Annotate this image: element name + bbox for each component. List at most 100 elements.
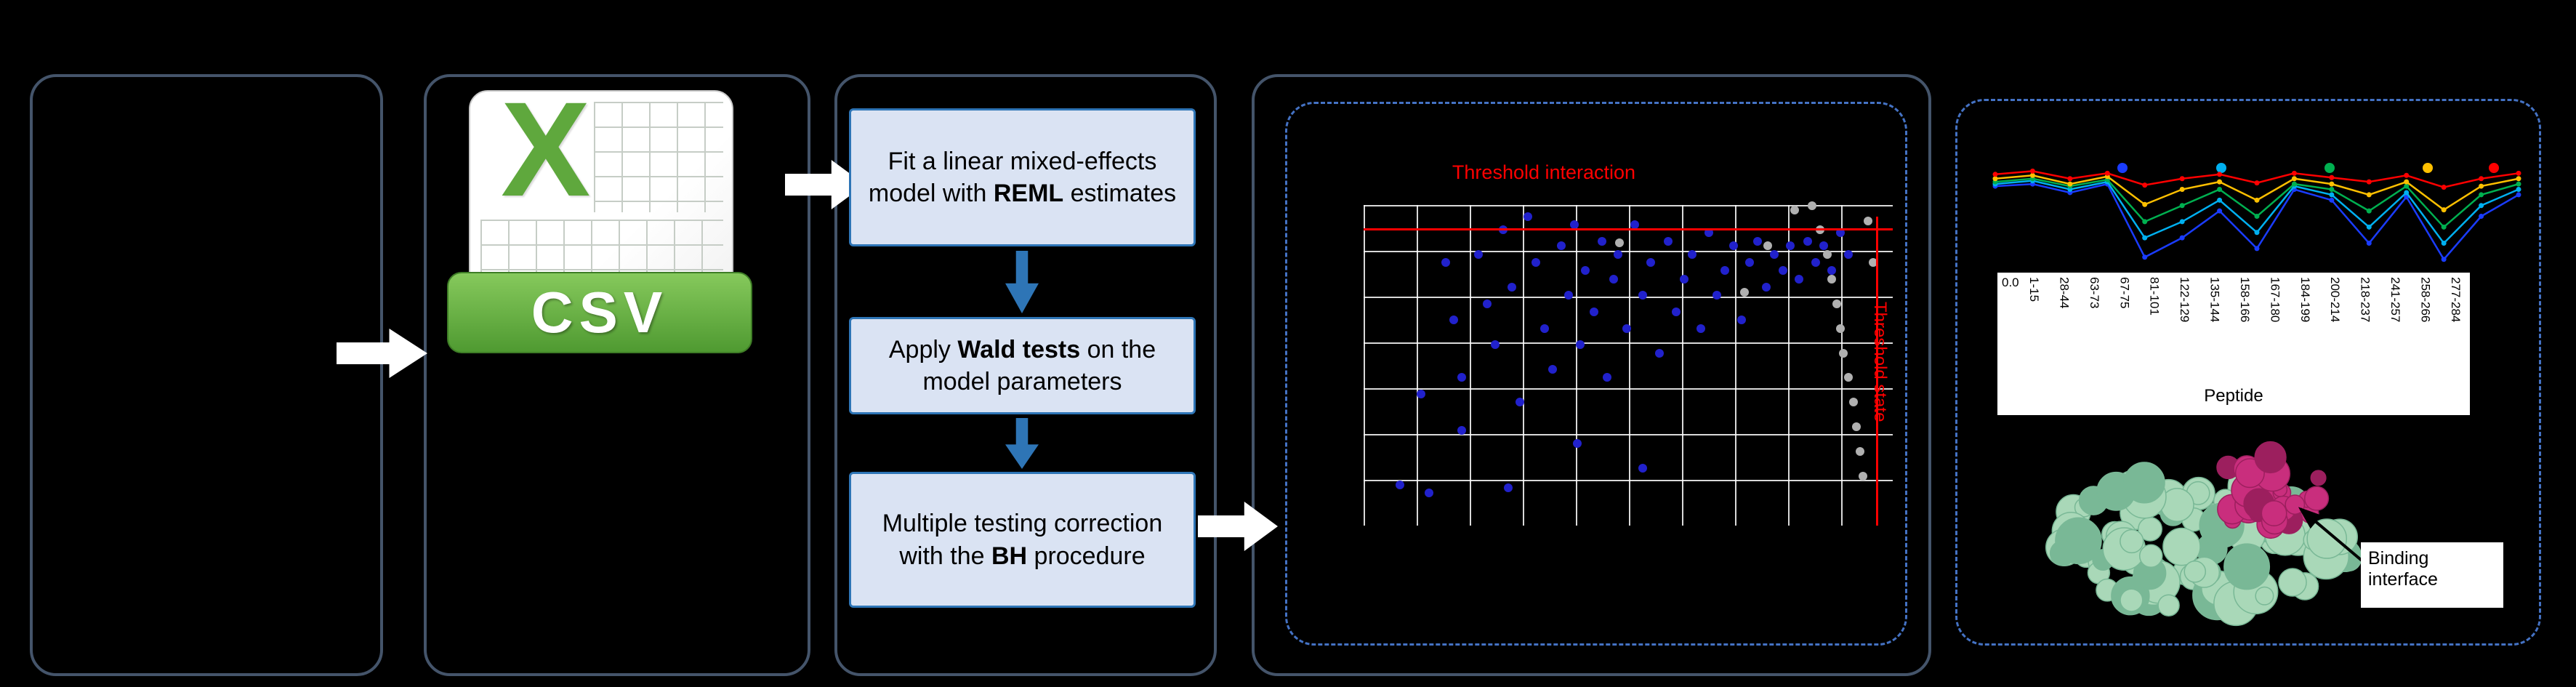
scatter-point (1395, 480, 1404, 489)
legend-dot (2117, 163, 2128, 173)
scatter-point (1569, 220, 1579, 230)
step-box-bh: Multiple testing correction with the BH … (849, 472, 1196, 608)
step-text: Fit a linear mixed-effects model with (868, 147, 1157, 207)
uptake-line-chart (1992, 168, 2521, 262)
scatter-point (1482, 299, 1492, 308)
peptide-tick-label: 277-284 (2448, 277, 2463, 323)
spreadsheet-grid-icon (594, 102, 723, 212)
binding-interface-callout: Binding interface (2361, 542, 2503, 608)
csv-banner: CSV (447, 272, 752, 353)
step-text: on the model parameters (922, 335, 1156, 395)
scatter-point (1457, 426, 1467, 435)
scatter-point (1863, 217, 1872, 226)
threshold-interaction-label: Threshold interaction (1452, 161, 1636, 183)
uptake-legend-dots (1984, 163, 2529, 174)
scatter-point (1524, 212, 1533, 221)
threshold-interaction-line (1364, 228, 1893, 231)
scatter-point (1531, 257, 1541, 267)
scatter-point (1515, 398, 1524, 407)
scatter-point (1843, 373, 1853, 382)
legend-dot (2216, 163, 2227, 173)
step-text: Apply (888, 335, 958, 363)
scatter-point (1425, 488, 1434, 497)
scatter-point (1581, 266, 1590, 276)
protein-structure-image (2045, 441, 2362, 627)
scatter-point (1646, 257, 1656, 267)
peptide-tick-label: 158-166 (2237, 277, 2252, 323)
step-text: procedure (1027, 542, 1146, 570)
scatter-point (1417, 390, 1426, 399)
uptake-axis-box: 0.0 1-15 28-44 63-73 67-75 81-101 122-129 135-… (1997, 273, 2470, 415)
peptide-tick-label: 200-214 (2328, 277, 2343, 323)
peptide-tick-label: 67-75 (2117, 277, 2132, 309)
legend-dot (2489, 163, 2500, 173)
scatter-point (1638, 291, 1648, 300)
scatter-point (1753, 236, 1763, 246)
scatter-point (1790, 205, 1799, 214)
scatter-point (1457, 373, 1467, 382)
scatter-point (1622, 324, 1631, 333)
scatter-point (1614, 249, 1623, 259)
csv-label: CSV (531, 280, 669, 345)
peptide-tick-label: 122-129 (2178, 277, 2192, 323)
scatter-point (1547, 365, 1557, 374)
scatter-point (1712, 291, 1722, 300)
interpretation-dashed-box (1955, 99, 2541, 646)
scatter-point (1808, 201, 1817, 210)
peptide-tick-label: 218-237 (2358, 277, 2372, 323)
binding-interface-arrow (2298, 507, 2371, 569)
scatter-plot (1364, 201, 1893, 526)
scatter-point (1869, 257, 1878, 267)
scatter-point (1638, 464, 1648, 473)
peptide-tick-label: 258-266 (2418, 277, 2433, 323)
statistics-panel (834, 74, 1217, 676)
scatter-point (1680, 274, 1689, 284)
scatter-point (1849, 398, 1859, 407)
results-panel (1252, 74, 1931, 676)
y-axis-tick: 0.0 (2002, 276, 2019, 289)
scatter-point (1602, 373, 1611, 382)
step-text: Multiple testing correction with the (882, 510, 1163, 570)
peptide-tick-label: 28-44 (2057, 277, 2072, 309)
scatter-point (1539, 324, 1549, 333)
scatter-point (1597, 236, 1606, 246)
scatter-point (1769, 249, 1779, 259)
legend-dot (2422, 163, 2433, 173)
peptide-tick-label: 81-101 (2147, 277, 2162, 316)
scatter-point (1835, 324, 1845, 333)
scatter-point (1839, 348, 1848, 358)
step-text-bh: Multiple testing correction with the BH … (866, 507, 1179, 571)
scatter-point (1859, 472, 1868, 481)
scatter-point (1835, 228, 1845, 238)
scatter-point (1827, 266, 1837, 276)
peptide-tick-label: 1-15 (2027, 277, 2041, 302)
input-panel (30, 74, 383, 676)
scatter-point (1745, 257, 1755, 267)
scatter-point (1704, 228, 1713, 238)
step-box-wald: Apply Wald tests on the model parameters (849, 317, 1196, 414)
scatter-point (1441, 257, 1450, 267)
scatter-point (1852, 422, 1861, 432)
scatter-point (1663, 236, 1673, 246)
peptide-tick-label: 63-73 (2087, 277, 2101, 309)
spreadsheet-grid-icon (480, 220, 723, 275)
scatter-point (1778, 266, 1787, 276)
peptide-tick-label: 241-257 (2388, 277, 2403, 323)
step-box-reml: Fit a linear mixed-effects model with RE… (849, 108, 1196, 246)
scatter-point (1576, 340, 1585, 350)
scatter-point (1589, 307, 1598, 316)
excel-x-icon: X (501, 75, 591, 225)
scatter-point (1843, 249, 1853, 259)
scatter-point (1803, 236, 1812, 246)
step-text-reml: Fit a linear mixed-effects model with RE… (866, 145, 1179, 209)
scatter-point (1827, 274, 1837, 284)
threshold-state-line (1875, 217, 1878, 526)
scatter-point (1564, 291, 1574, 300)
scatter-point (1832, 299, 1841, 308)
scatter-point (1503, 483, 1513, 492)
scatter-point (1473, 249, 1483, 259)
scatter-point (1630, 220, 1639, 230)
scatter-point (1696, 324, 1705, 333)
scatter-point (1671, 307, 1681, 316)
scatter-point (1573, 439, 1582, 449)
